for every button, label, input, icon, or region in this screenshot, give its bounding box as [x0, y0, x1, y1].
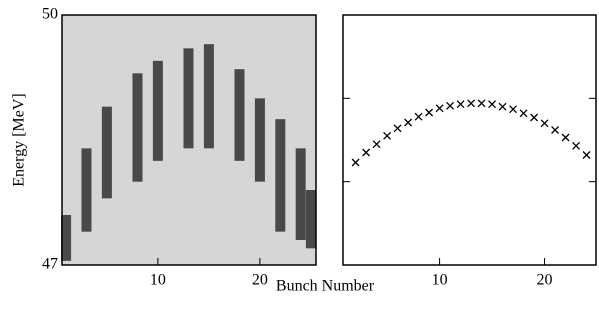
x-tick-label: 10: [432, 272, 448, 289]
plot-frame: [343, 15, 596, 265]
energy-range: [183, 48, 193, 148]
marker: [489, 101, 496, 108]
marker: [573, 142, 580, 149]
energy-range: [132, 73, 142, 181]
marker: [583, 152, 590, 159]
energy-range: [153, 61, 163, 161]
marker: [541, 120, 548, 127]
marker: [510, 106, 517, 113]
x-tick-label: 10: [150, 272, 166, 289]
marker: [468, 100, 475, 107]
marker: [562, 134, 569, 141]
marker: [531, 114, 538, 121]
energy-range: [204, 44, 214, 148]
energy-range: [234, 69, 244, 161]
figure: Energy [MeV] Bunch Number 10 20 47 50 10 20: [0, 0, 599, 315]
energy-range: [296, 148, 306, 240]
marker: [447, 102, 454, 109]
marker: [405, 119, 412, 126]
energy-range: [255, 98, 265, 181]
marker: [457, 101, 464, 108]
marker: [373, 141, 380, 148]
y-axis-label: Energy [MeV]: [11, 93, 28, 186]
energy-range: [275, 119, 285, 231]
marker: [363, 149, 370, 156]
marker: [552, 127, 559, 134]
y-tick-label: 47: [42, 256, 58, 273]
x-tick-label: 20: [252, 272, 268, 289]
energy-range: [306, 190, 316, 248]
marker: [415, 113, 422, 120]
marker: [394, 125, 401, 132]
x-tick-label: 20: [537, 272, 553, 289]
marker: [499, 103, 506, 110]
marker: [520, 110, 527, 117]
marker: [478, 100, 485, 107]
energy-range: [81, 148, 91, 231]
y-tick-label: 50: [42, 6, 58, 23]
marker: [426, 109, 433, 116]
marker: [352, 159, 359, 166]
x-axis-label: Bunch Number: [276, 278, 375, 295]
energy-range: [102, 107, 112, 199]
marker: [384, 132, 391, 139]
marker: [436, 105, 443, 112]
